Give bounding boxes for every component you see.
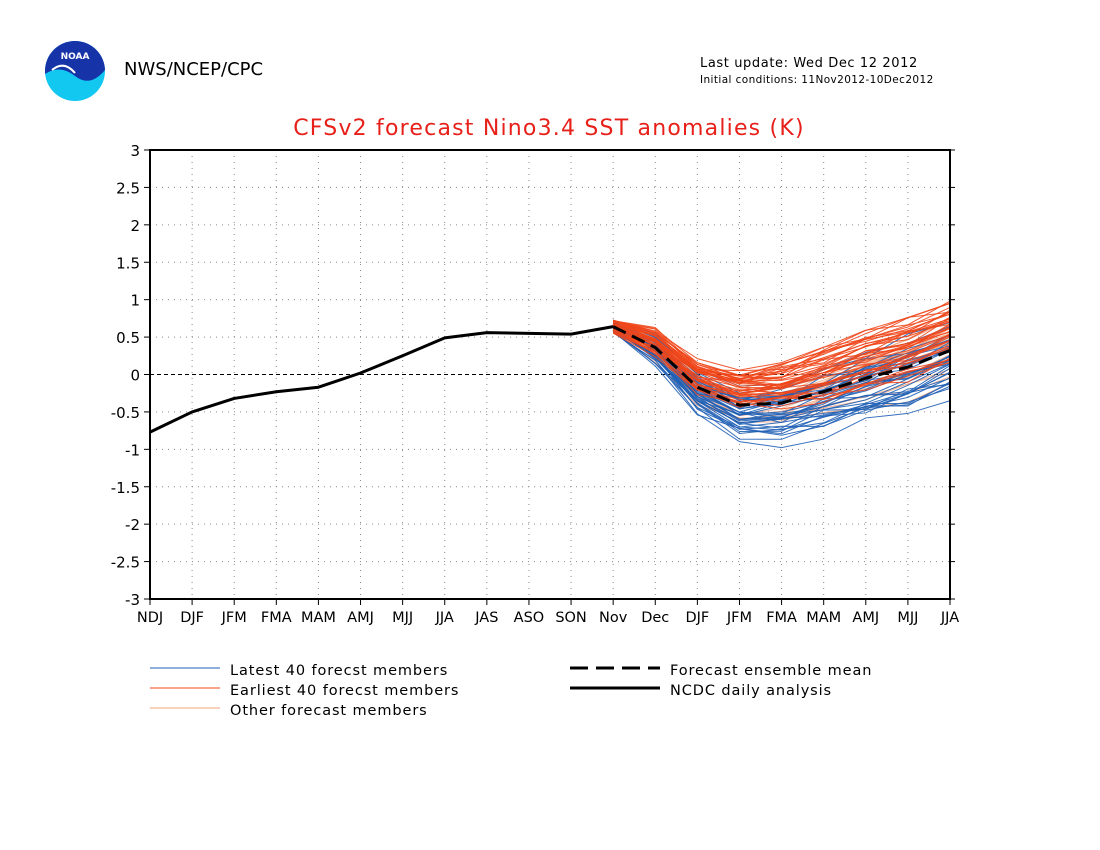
y-tick-label: -3 — [125, 591, 140, 609]
member-line — [612, 324, 951, 390]
member-line — [612, 324, 951, 386]
org-name: NWS/NCEP/CPC — [124, 59, 264, 80]
main-series — [149, 325, 951, 434]
member-line — [613, 318, 951, 377]
ensemble-members — [612, 300, 951, 449]
x-tick-label: NDJ — [137, 610, 163, 626]
grid — [150, 150, 950, 599]
chart-title: CFSv2 forecast Nino3.4 SST anomalies (K) — [293, 116, 804, 141]
member-line — [612, 332, 951, 410]
y-tick-label: -0.5 — [111, 404, 140, 422]
legend-mean: Forecast ensemble mean — [670, 663, 872, 679]
legend-latest: Latest 40 forecst members — [230, 663, 448, 679]
x-tick-label: Nov — [599, 610, 628, 626]
logo-text: NOAA — [61, 52, 90, 62]
x-tick-label: AMJ — [347, 610, 374, 626]
x-tick-label: MAM — [806, 610, 841, 626]
member-line — [612, 331, 951, 435]
member-line — [613, 309, 951, 385]
legend-other: Other forecast members — [230, 703, 428, 719]
x-tick-label: FMA — [261, 610, 292, 626]
x-tick-label: ASO — [514, 610, 545, 626]
member-line — [613, 303, 951, 371]
x-tick-label: JFM — [221, 610, 247, 626]
x-axis: NDJ DJF JFM FMA MAM AMJ MJJ JJA JAS ASO SON Nov Dec D… — [137, 599, 959, 626]
noaa-logo-icon: NOAA — [45, 41, 105, 101]
x-tick-label: AMJ — [852, 610, 879, 626]
y-tick-label: 2.5 — [116, 179, 140, 197]
y-tick-label: -2.5 — [111, 554, 140, 572]
y-axis: 3 2.5 2 1.5 1 0.5 0 -0.5 -1 -1.5 -2 -2.5 -3 — [111, 142, 955, 609]
y-tick-label: 1.5 — [116, 254, 140, 272]
member-line — [612, 329, 951, 431]
member-line — [613, 330, 951, 405]
x-tick-label: JFM — [726, 610, 752, 626]
x-tick-label: MAM — [301, 610, 336, 626]
member-line — [612, 307, 951, 384]
x-tick-label: DJF — [685, 610, 709, 626]
y-tick-label: 2 — [130, 217, 140, 235]
y-tick-label: 3 — [130, 142, 140, 160]
x-tick-label: JJA — [435, 610, 454, 626]
x-tick-label: SON — [555, 610, 586, 626]
initial-conditions: Initial conditions: 11Nov2012-10Dec2012 — [700, 74, 934, 86]
x-tick-label: JAS — [474, 610, 498, 626]
member-line — [612, 331, 951, 403]
member-line — [612, 330, 951, 436]
member-line — [612, 327, 951, 396]
last-update: Last update: Wed Dec 12 2012 — [700, 56, 918, 71]
legend-analysis: NCDC daily analysis — [670, 683, 832, 699]
x-tick-label: Dec — [641, 610, 669, 626]
y-tick-label: 1 — [130, 292, 140, 310]
member-line — [612, 311, 951, 381]
y-tick-label: -1.5 — [111, 479, 140, 497]
legend-earliest: Earliest 40 forecst members — [230, 683, 459, 699]
member-line — [612, 330, 951, 430]
member-line — [613, 321, 951, 379]
member-line — [613, 320, 951, 377]
x-tick-label: MJJ — [392, 610, 413, 626]
ensemble-mean-line — [612, 325, 951, 407]
y-tick-label: 0 — [130, 367, 140, 385]
x-tick-label: DJF — [180, 610, 204, 626]
x-tick-label: FMA — [766, 610, 797, 626]
legend: Latest 40 forecst members Earliest 40 fo… — [150, 663, 872, 719]
x-tick-label: JJA — [940, 610, 959, 626]
y-tick-label: -1 — [125, 441, 140, 459]
analysis-line — [149, 325, 614, 434]
x-tick-label: MJJ — [897, 610, 918, 626]
y-tick-label: -2 — [125, 516, 140, 534]
y-tick-label: 0.5 — [116, 329, 140, 347]
